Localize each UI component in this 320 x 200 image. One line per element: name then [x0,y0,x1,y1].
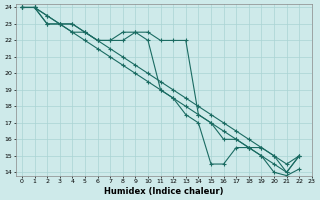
X-axis label: Humidex (Indice chaleur): Humidex (Indice chaleur) [104,187,223,196]
